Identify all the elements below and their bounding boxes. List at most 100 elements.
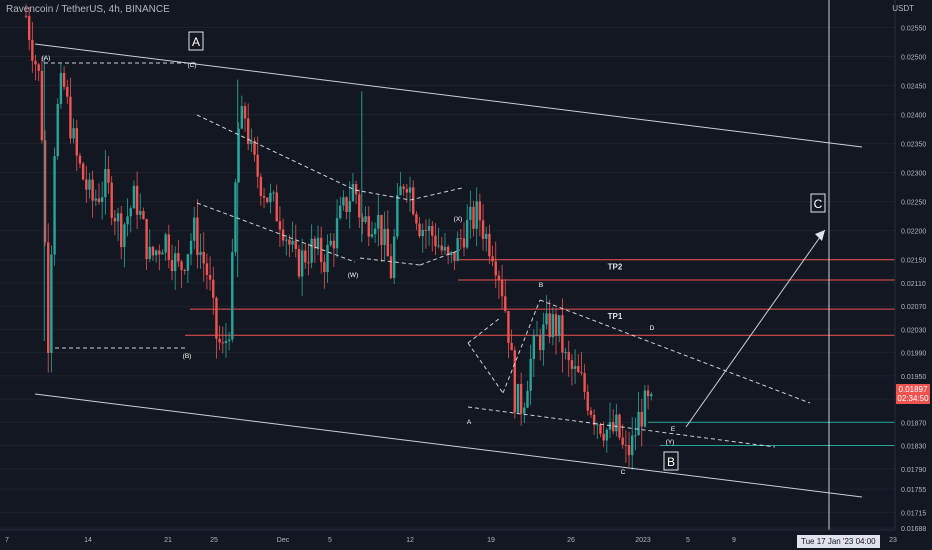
candle-body: [529, 358, 532, 391]
candle-body: [319, 237, 323, 263]
candle-body: [316, 237, 320, 249]
candle-body: [212, 279, 215, 298]
y-tick-label: 0.02500: [901, 54, 926, 61]
candle-body: [392, 236, 396, 278]
candle-body: [494, 261, 497, 276]
candle-body: [75, 128, 78, 156]
candle-body: [488, 233, 491, 257]
candle-body: [313, 238, 317, 249]
y-tick-label: 0.01688: [901, 526, 926, 533]
x-tick-label: 7: [5, 537, 9, 544]
candle-body: [329, 240, 332, 246]
candle-body: [110, 182, 113, 218]
candle-body: [405, 189, 409, 193]
candle-body: [523, 407, 526, 414]
candle-body: [402, 186, 405, 190]
candle-body: [78, 155, 82, 164]
candle-body: [243, 106, 247, 119]
candle-body: [396, 195, 399, 237]
chart-title: Ravencoin / TetherUS, 4h, BINANCE: [6, 4, 170, 15]
boxed-wave-label: B: [667, 455, 675, 469]
candle-body: [164, 234, 167, 253]
candle-body: [40, 70, 44, 141]
candle-body: [300, 250, 304, 277]
candle-body: [535, 335, 539, 337]
candle-body: [167, 234, 171, 260]
candle-body: [424, 229, 428, 231]
drawings[interactable]: [34, 0, 863, 530]
candle-body: [434, 235, 437, 247]
x-tick-label: 5: [686, 537, 690, 544]
wave-label: A: [467, 419, 472, 426]
wave-label: E: [671, 426, 676, 433]
candle-body: [618, 414, 621, 438]
candle-body: [342, 197, 345, 206]
candle-body: [586, 391, 589, 411]
candle-body: [66, 86, 69, 97]
candle-body: [199, 251, 202, 256]
y-tick-label: 0.02450: [901, 83, 926, 90]
candle-body: [262, 195, 266, 198]
candle-body: [205, 263, 209, 276]
candle-body: [227, 339, 231, 341]
price-unit: USDT: [892, 4, 914, 13]
candle-body: [310, 238, 313, 263]
candle-body: [177, 253, 180, 262]
candle-body: [513, 350, 516, 413]
candle-body: [558, 315, 561, 336]
x-tick-label: 21: [164, 537, 172, 544]
wave-label: (B): [183, 353, 192, 360]
candle-body: [389, 256, 393, 278]
dashed-line: [467, 406, 776, 448]
candle-body: [218, 338, 221, 343]
candle-body: [615, 414, 618, 432]
candle-body: [132, 185, 136, 209]
x-tick-label: 5: [328, 537, 332, 544]
dashed-line: [359, 257, 421, 266]
candle-body: [497, 275, 501, 280]
candle-body: [564, 352, 567, 354]
candle-body: [421, 229, 424, 237]
dashed-line: [409, 187, 463, 201]
candle-body: [596, 424, 599, 426]
candle-body: [27, 16, 31, 40]
candle-body: [43, 140, 47, 243]
dashed-line: [419, 249, 461, 266]
price-axis[interactable]: 0.02550 0.02500 0.02450 0.02400 0.02350 0.023…: [894, 0, 932, 550]
candle-body: [459, 237, 463, 239]
candle-body: [291, 240, 294, 245]
candle-body: [91, 179, 94, 201]
candle-body: [472, 206, 475, 229]
candle-body: [120, 213, 123, 248]
candle-body: [504, 296, 507, 312]
x-tick-label: 12: [406, 537, 414, 544]
candle-body: [643, 390, 647, 427]
candle-body: [170, 259, 174, 272]
time-axis[interactable]: 7142125Dec51219262023591623: [0, 529, 897, 544]
last-price: 0.01897: [898, 385, 928, 394]
x-tick-label: 14: [84, 537, 92, 544]
candle-body: [485, 233, 488, 239]
candle-body: [266, 197, 269, 203]
candle-body: [224, 340, 228, 344]
wave-label: (A): [42, 55, 51, 62]
candle-body: [351, 184, 355, 201]
candle-body: [183, 270, 186, 272]
y-tick-label: 0.02400: [901, 113, 926, 120]
candle-body: [364, 216, 367, 222]
candle-body: [516, 383, 520, 413]
candle-body: [462, 238, 466, 248]
wave-label: (Y): [666, 439, 675, 446]
candle-body: [377, 214, 380, 229]
candle-body: [592, 414, 596, 426]
candle-body: [542, 324, 545, 351]
candle-body: [148, 246, 151, 260]
dashed-line: [354, 189, 411, 201]
candle-body: [399, 186, 402, 196]
bar-countdown: 02:34:50: [897, 394, 929, 403]
candle-body: [510, 342, 513, 351]
candle-body: [246, 118, 250, 145]
y-tick-label: 0.02150: [901, 258, 926, 265]
candle-body: [123, 224, 126, 248]
